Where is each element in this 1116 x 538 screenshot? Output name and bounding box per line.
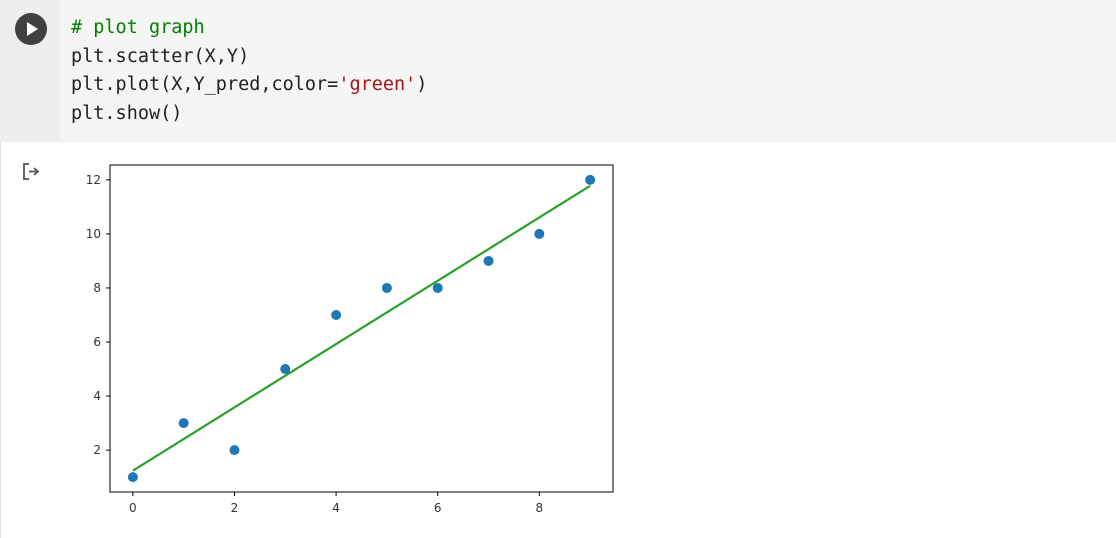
code-line[interactable]: plt.scatter(X,Y) (71, 43, 427, 72)
code-line[interactable]: plt.show() (71, 100, 427, 129)
scatter-point (432, 282, 443, 293)
run-cell-button[interactable] (15, 13, 47, 45)
cell-left-rail (0, 0, 61, 538)
scatter-point (483, 255, 494, 266)
y-tick-label: 8 (93, 281, 101, 295)
y-tick-label: 6 (93, 335, 101, 349)
x-tick-label: 6 (434, 501, 442, 515)
y-tick-label: 2 (93, 443, 101, 457)
code-token: plt.plot(X,Y_pred,color= (71, 74, 339, 95)
code-line[interactable]: # plot graph (71, 14, 427, 43)
code-editor[interactable]: # plot graph plt.scatter(X,Y) plt.plot(X,Y… (0, 0, 1116, 142)
scatter-plot: 0 2 4 6 8 2 4 6 8 10 12 (86, 164, 614, 515)
x-tick-label: 0 (129, 501, 137, 515)
scatter-point (127, 472, 138, 483)
code-token: plt.show() (71, 102, 183, 124)
scatter-point (229, 445, 240, 456)
output-redirect-icon[interactable] (21, 161, 45, 183)
code-token: plt.scatter(X,Y) (71, 45, 250, 67)
code-token: # plot graph (71, 17, 205, 38)
play-icon (27, 22, 38, 36)
scatter-point (178, 418, 189, 429)
code-text[interactable]: # plot graph plt.scatter(X,Y) plt.plot(X,Y… (71, 14, 427, 128)
scatter-point (585, 174, 596, 185)
y-tick-label: 4 (93, 389, 101, 403)
code-line[interactable]: plt.plot(X,Y_pred,color='green') (71, 71, 427, 100)
y-tick-label: 12 (86, 173, 101, 187)
x-tick-label: 2 (231, 501, 239, 515)
scatter-point (534, 228, 545, 239)
code-token: ) (416, 74, 428, 95)
cell-output: 0 2 4 6 8 2 4 6 8 10 12 (60, 142, 660, 536)
scatter-point (280, 364, 291, 375)
scatter-point (381, 282, 392, 293)
x-tick-label: 8 (536, 501, 544, 515)
x-tick-label: 4 (332, 501, 340, 515)
y-tick-label: 10 (86, 227, 101, 241)
fit-line (132, 184, 591, 472)
scatter-point (331, 309, 342, 320)
code-token: 'green' (338, 74, 417, 95)
